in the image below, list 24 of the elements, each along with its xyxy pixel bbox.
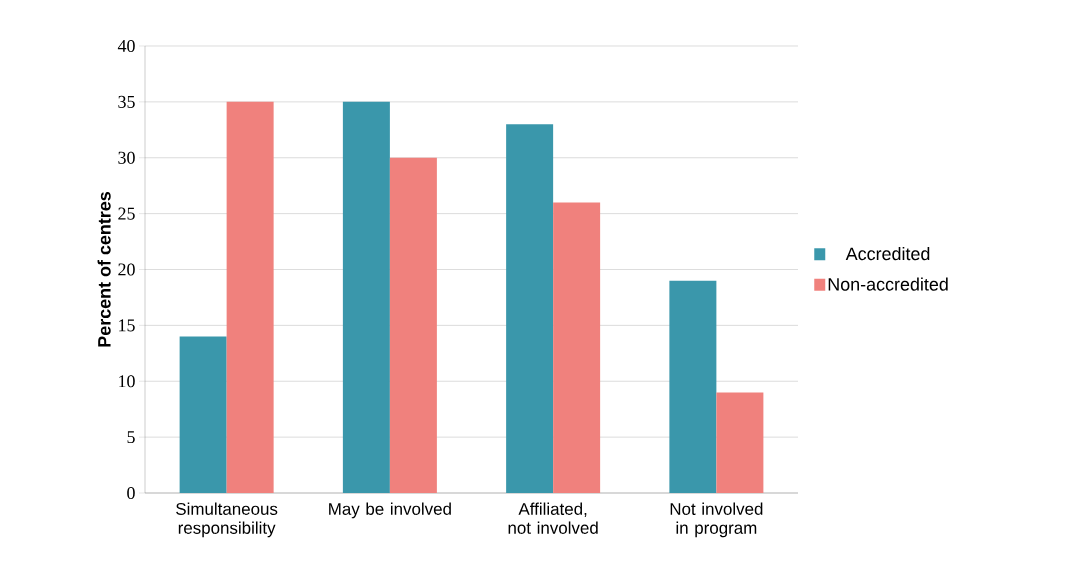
bar <box>179 336 227 493</box>
x-tick-label: Not involved in program <box>670 502 763 538</box>
y-tick-label: 30 <box>118 151 135 164</box>
legend-label: Non-accredited <box>828 277 948 291</box>
y-tick-label: 20 <box>118 263 135 276</box>
legend-label: Accredited <box>845 247 930 261</box>
bar <box>389 157 437 493</box>
y-tick-label: 0 <box>127 486 135 500</box>
x-tick-label: May be involved <box>329 502 451 519</box>
y-axis-title: Percent of centres <box>97 192 111 347</box>
y-tick-label: 15 <box>119 319 135 332</box>
x-tick-label: Affiliated, not involved <box>508 502 598 534</box>
y-tick-label: 35 <box>118 95 135 108</box>
y-tick-label: 10 <box>119 375 135 388</box>
bar <box>506 124 554 493</box>
bar <box>226 101 274 493</box>
bar <box>553 202 601 493</box>
y-tick-label: 5 <box>127 431 135 444</box>
y-tick-label: 25 <box>118 207 135 220</box>
x-tick-label: Simultaneous responsibility <box>176 502 278 538</box>
bar <box>716 392 764 493</box>
y-tick-label: 40 <box>117 39 135 53</box>
bar <box>342 101 390 493</box>
bar <box>669 280 717 493</box>
